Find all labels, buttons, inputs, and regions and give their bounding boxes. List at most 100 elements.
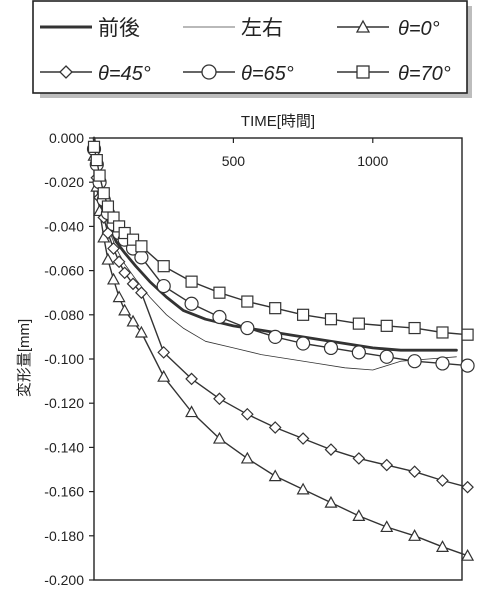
diamond-marker [126,277,140,291]
legend: 前後 左右 θ=0° θ=45° θ=65° θ=70° [32,0,472,98]
legend-label-theta0: θ=0° [398,18,440,40]
y-tick-label: -0.080 [44,307,84,323]
circle-marker [323,340,339,356]
square-marker [436,326,449,339]
square-marker [408,321,421,335]
triangle-marker [408,529,422,541]
axes-layer: 0.000 -0.020 -0.040 -0.060 -0.080 -0.100 -0.12… [44,130,388,588]
y-tick-label: -0.020 [44,174,84,190]
diamond-marker [296,432,310,445]
y-tick-label: -0.140 [44,439,84,455]
diamond-marker [135,286,148,300]
y-tick-label: 0.000 [49,130,84,146]
diamond-marker [436,474,449,487]
triangle-marker [134,325,148,338]
circle-marker [156,278,171,294]
circle-marker [407,354,422,369]
triangle-marker [212,431,226,444]
legend-marker-theta70 [356,65,370,79]
circle-marker [268,329,283,344]
circle-marker [134,250,149,265]
triangle-marker [126,314,140,327]
y-tick-label: -0.060 [44,263,84,279]
triangle-marker [112,290,126,303]
triangle-marker [435,540,449,552]
square-marker [269,302,282,315]
plot-area-frame [93,137,463,581]
diamond-marker [107,242,120,255]
square-marker [296,308,310,321]
triangle-marker [296,482,310,495]
triangle-marker [185,405,199,418]
circle-marker [435,356,450,371]
legend-marker-theta45 [59,65,73,79]
circle-marker [184,296,199,311]
square-marker [352,317,365,330]
square-marker [185,275,198,288]
series-square [87,140,474,341]
square-marker [461,328,474,341]
diamond-marker [461,480,474,494]
y-tick-label: -0.120 [44,395,84,411]
square-marker [157,260,170,273]
y-tick-label: -0.200 [44,572,84,588]
circle-marker [379,349,394,364]
circle-marker [240,320,255,336]
x-tick-label: 1000 [357,153,388,169]
x-tick-label: 500 [222,153,246,169]
legend-label-theta70: θ=70° [398,63,451,85]
legend-marker-theta0 [355,19,371,33]
series-line [92,136,458,352]
series-maeushiro [92,136,458,352]
series-layer [86,136,475,561]
diamond-marker [268,421,282,434]
square-marker [380,319,393,332]
square-marker [101,200,115,213]
square-marker [87,140,101,153]
y-tick-label: -0.180 [44,528,84,544]
triangle-marker [352,509,366,522]
square-marker [118,226,131,240]
triangle-marker [461,548,475,561]
diamond-marker [380,458,394,472]
y-tick-label: -0.100 [44,351,84,367]
legend-frame [32,0,468,94]
y-tick-label: -0.160 [44,484,84,500]
diamond-marker [157,346,171,359]
square-marker [213,286,226,299]
series-circle [86,141,475,373]
series-line [93,150,469,488]
circle-marker [212,309,227,325]
triangle-marker [324,495,338,508]
y-axis-label: 変形量[mm] [16,319,33,397]
triangle-marker [268,469,282,482]
diamond-marker [213,392,226,406]
diamond-marker [240,407,254,421]
triangle-marker [380,520,394,533]
triangle-marker [107,272,121,285]
x-axis-label: TIME[時間] [241,113,315,130]
circle-marker [460,358,475,373]
triangle-marker [240,451,254,464]
diamond-marker [408,465,421,479]
legend-label-theta65: θ=65° [241,63,294,85]
diamond-marker [324,443,338,456]
legend-label-maeushiro: 前後 [98,17,140,40]
diamond-marker [185,372,198,386]
y-tick-label: -0.040 [44,218,84,234]
triangle-marker [101,252,115,265]
diamond-marker [118,266,132,280]
series-line [93,155,469,557]
square-marker [93,169,106,182]
series-diamond [87,144,474,494]
triangle-marker [157,369,171,382]
square-marker [324,313,338,326]
legend-label-theta45: θ=45° [98,63,151,85]
series-line [93,146,469,336]
legend-label-sayu: 左右 [241,17,283,40]
triangle-marker [118,303,132,316]
square-marker [126,233,140,246]
diamond-marker [352,452,366,465]
square-marker [135,240,148,253]
